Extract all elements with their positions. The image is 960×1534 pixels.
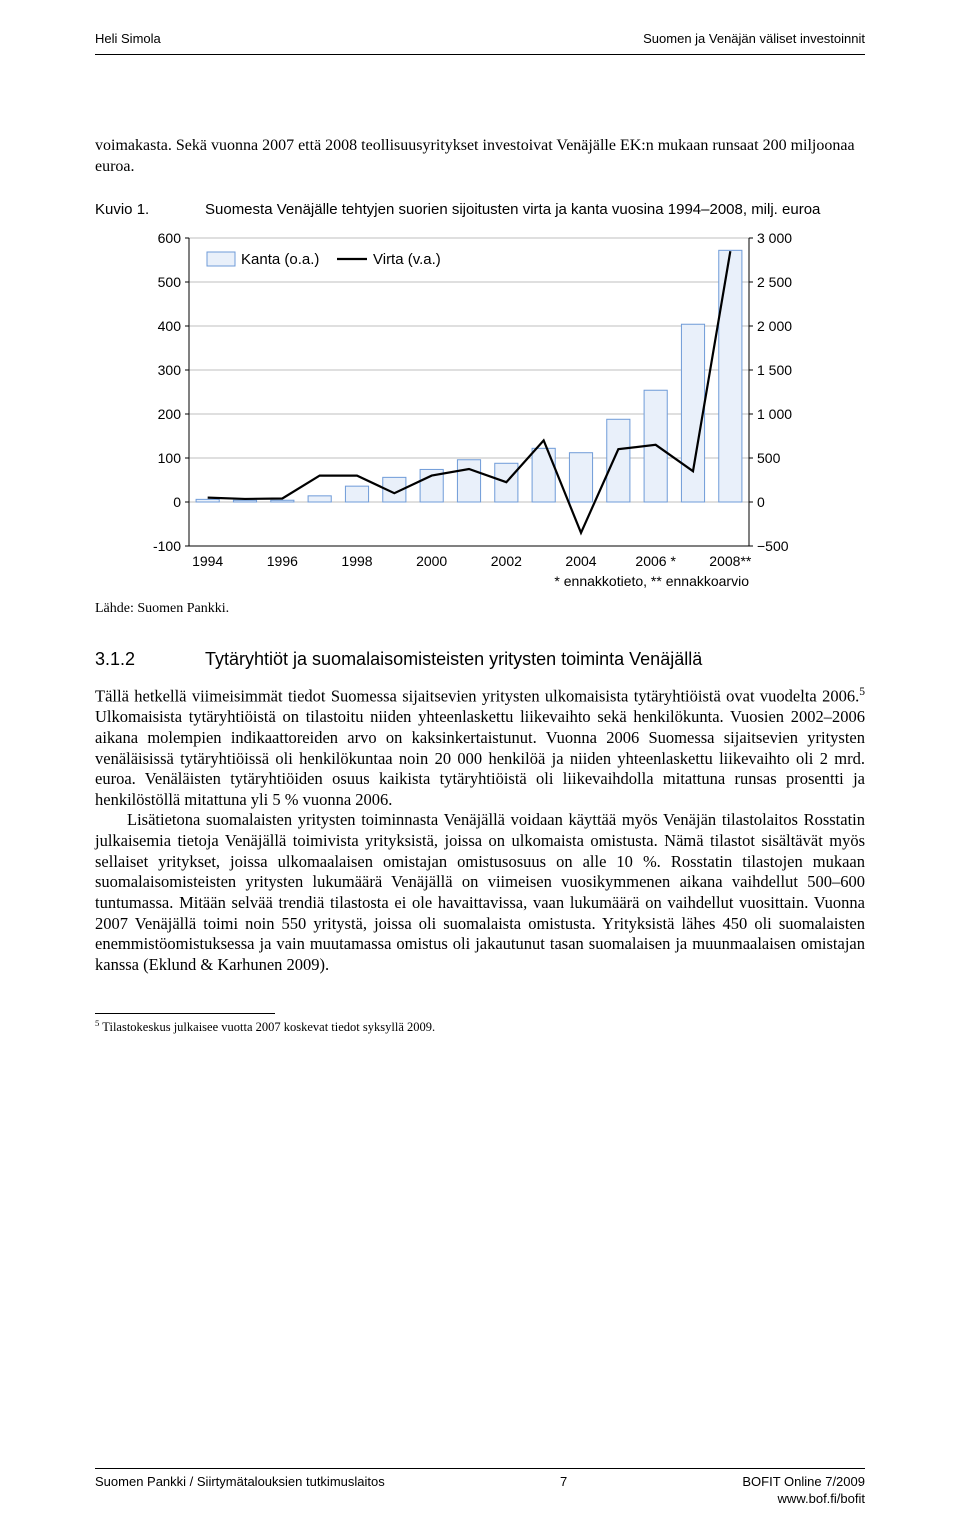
svg-text:2004: 2004: [565, 553, 596, 569]
footer: Suomen Pankki / Siirtymätalouksien tutki…: [95, 1468, 865, 1508]
body-text: Tällä hetkellä viimeisimmät tiedot Suome…: [95, 685, 865, 975]
svg-text:0: 0: [757, 494, 765, 510]
footer-right: BOFIT Online 7/2009 www.bof.fi/bofit: [742, 1473, 865, 1508]
footer-series: BOFIT Online 7/2009: [742, 1473, 865, 1491]
svg-text:3 000: 3 000: [757, 230, 792, 246]
svg-text:* ennakkotieto, ** ennakkoarvi: * ennakkotieto, ** ennakkoarvio: [554, 573, 749, 589]
figure-label: Kuvio 1.: [95, 200, 205, 220]
svg-text:600: 600: [158, 230, 182, 246]
section-number: 3.1.2: [95, 647, 205, 671]
svg-text:2 500: 2 500: [757, 274, 792, 290]
footnote-rule: [95, 1013, 275, 1014]
figure-caption: Kuvio 1. Suomesta Venäjälle tehtyjen suo…: [95, 200, 865, 220]
svg-text:1998: 1998: [341, 553, 372, 569]
svg-text:−500: −500: [757, 538, 789, 554]
svg-text:2006 *: 2006 *: [635, 553, 676, 569]
svg-text:1996: 1996: [267, 553, 298, 569]
svg-text:2000: 2000: [416, 553, 447, 569]
svg-text:200: 200: [158, 406, 182, 422]
section-title: Tytäryhtiöt ja suomalaisomisteisten yrit…: [205, 647, 702, 671]
section-heading: 3.1.2 Tytäryhtiöt ja suomalaisomisteiste…: [95, 647, 865, 671]
svg-text:0: 0: [173, 494, 181, 510]
svg-text:2008**: 2008**: [709, 553, 752, 569]
svg-text:2002: 2002: [491, 553, 522, 569]
page: Heli Simola Suomen ja Venäjän väliset in…: [0, 0, 960, 1534]
footer-url: www.bof.fi/bofit: [742, 1490, 865, 1508]
svg-text:1 000: 1 000: [757, 406, 792, 422]
running-head: Heli Simola Suomen ja Venäjän väliset in…: [95, 30, 865, 48]
svg-text:Kanta (o.a.): Kanta (o.a.): [241, 251, 319, 268]
svg-text:1994: 1994: [192, 553, 223, 569]
running-head-left: Heli Simola: [95, 30, 161, 48]
svg-text:100: 100: [158, 450, 182, 466]
svg-text:2 000: 2 000: [757, 318, 792, 334]
chart-svg: -1000100200300400500600−50005001 0001 50…: [145, 230, 805, 590]
svg-text:500: 500: [158, 274, 182, 290]
svg-text:Virta (v.a.): Virta (v.a.): [373, 251, 441, 268]
footer-page-number: 7: [560, 1473, 567, 1508]
figure-caption-text: Suomesta Venäjälle tehtyjen suorien sijo…: [205, 200, 820, 220]
figure-chart: -1000100200300400500600−50005001 0001 50…: [145, 230, 805, 590]
svg-text:1 500: 1 500: [757, 362, 792, 378]
footnote-text: Tilastokeskus julkaisee vuotta 2007 kosk…: [99, 1021, 435, 1035]
footer-left: Suomen Pankki / Siirtymätalouksien tutki…: [95, 1473, 385, 1508]
svg-text:300: 300: [158, 362, 182, 378]
figure-source: Lähde: Suomen Pankki.: [95, 600, 865, 619]
header-rule: [95, 54, 865, 55]
svg-text:400: 400: [158, 318, 182, 334]
footnote: 5 Tilastokeskus julkaisee vuotta 2007 ko…: [95, 1018, 865, 1036]
intro-paragraph: voimakasta. Sekä vuonna 2007 että 2008 t…: [95, 135, 865, 178]
svg-text:-100: -100: [153, 538, 181, 554]
svg-text:500: 500: [757, 450, 781, 466]
running-head-right: Suomen ja Venäjän väliset investoinnit: [643, 30, 865, 48]
